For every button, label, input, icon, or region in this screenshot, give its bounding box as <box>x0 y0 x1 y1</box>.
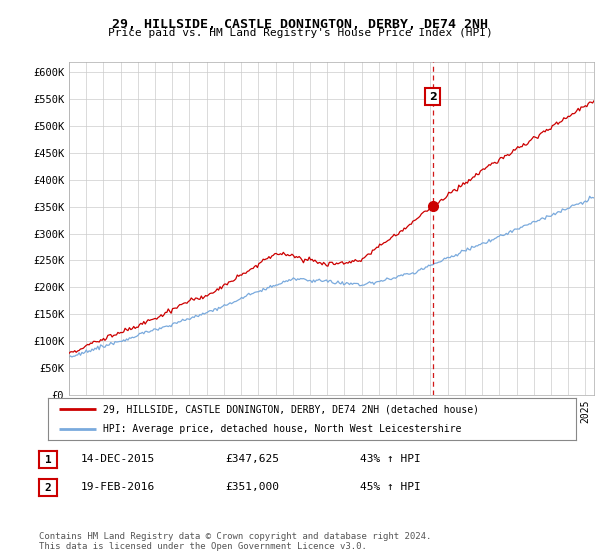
Text: 45% ↑ HPI: 45% ↑ HPI <box>360 482 421 492</box>
Text: 1: 1 <box>44 455 52 465</box>
Text: £347,625: £347,625 <box>225 454 279 464</box>
Text: 43% ↑ HPI: 43% ↑ HPI <box>360 454 421 464</box>
Text: Price paid vs. HM Land Registry's House Price Index (HPI): Price paid vs. HM Land Registry's House … <box>107 28 493 38</box>
Text: £351,000: £351,000 <box>225 482 279 492</box>
Text: 29, HILLSIDE, CASTLE DONINGTON, DERBY, DE74 2NH: 29, HILLSIDE, CASTLE DONINGTON, DERBY, D… <box>112 18 488 31</box>
Text: 2: 2 <box>44 483 52 493</box>
Text: HPI: Average price, detached house, North West Leicestershire: HPI: Average price, detached house, Nort… <box>103 424 462 434</box>
Text: 2: 2 <box>429 91 437 101</box>
Text: 29, HILLSIDE, CASTLE DONINGTON, DERBY, DE74 2NH (detached house): 29, HILLSIDE, CASTLE DONINGTON, DERBY, D… <box>103 404 479 414</box>
Text: 19-FEB-2016: 19-FEB-2016 <box>81 482 155 492</box>
Text: Contains HM Land Registry data © Crown copyright and database right 2024.
This d: Contains HM Land Registry data © Crown c… <box>39 532 431 552</box>
Text: 14-DEC-2015: 14-DEC-2015 <box>81 454 155 464</box>
